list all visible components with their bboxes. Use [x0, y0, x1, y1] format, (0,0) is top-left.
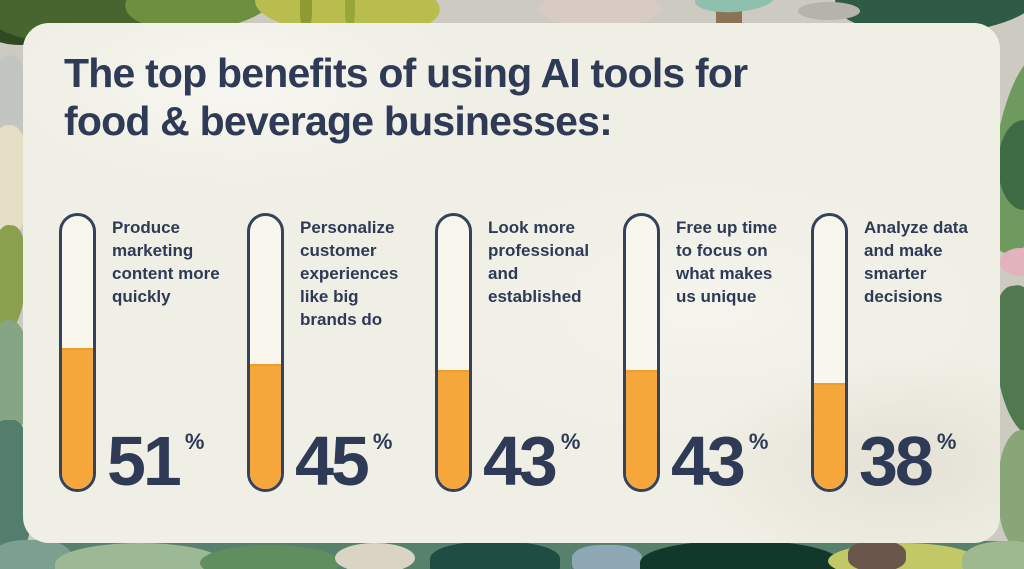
benefit-value-number: 43	[671, 422, 746, 500]
benefit-label: Look more professional and established	[488, 218, 590, 306]
percent-sign: %	[184, 429, 205, 454]
percent-sign: %	[936, 429, 957, 454]
percent-sign: %	[748, 429, 769, 454]
thermometer-tube	[811, 213, 848, 492]
benefit-value: 45%	[295, 426, 392, 496]
benefit-value-number: 38	[859, 422, 934, 500]
infographic-card: The top benefits of using AI tools for f…	[23, 23, 1000, 543]
thermometer-tube	[623, 213, 660, 492]
leaf-stripe	[300, 0, 312, 30]
gauge-row: Produce marketing content more quickly 5…	[59, 213, 999, 503]
benefit-gauge: Produce marketing content more quickly 5…	[59, 213, 247, 503]
benefit-label: Free up time to focus on what makes us u…	[676, 218, 778, 306]
thermometer-tube	[59, 213, 96, 492]
thermometer-fill	[438, 369, 469, 489]
thermometer-fill	[626, 369, 657, 489]
percent-sign: %	[372, 429, 393, 454]
benefit-gauge: Free up time to focus on what makes us u…	[623, 213, 811, 503]
benefit-label: Produce marketing content more quickly	[112, 218, 220, 306]
benefit-label: Analyze data and make smarter decisions	[864, 218, 968, 306]
thermometer-fill	[62, 347, 93, 489]
title-line-2: food & beverage businesses:	[64, 98, 613, 144]
benefit-value: 43%	[483, 426, 580, 496]
benefit-value-number: 43	[483, 422, 558, 500]
thermometer-fill	[250, 364, 281, 489]
benefit-value-number: 45	[295, 422, 370, 500]
leaf-stripe	[345, 0, 355, 28]
benefit-label: Personalize customer experiences like bi…	[300, 218, 399, 329]
benefit-gauge: Personalize customer experiences like bi…	[247, 213, 435, 503]
benefit-gauge: Analyze data and make smarter decisions …	[811, 213, 999, 503]
title-line-1: The top benefits of using AI tools for	[64, 50, 748, 96]
leaf-shape-bottom	[640, 541, 840, 569]
leaf-shape-bottom	[848, 541, 906, 569]
leaf-shape-bottom	[335, 543, 415, 569]
thermometer-tube	[435, 213, 472, 492]
plant-stem-gray	[798, 2, 860, 20]
benefit-value: 43%	[671, 426, 768, 496]
benefit-gauge: Look more professional and established 4…	[435, 213, 623, 503]
benefit-value: 38%	[859, 426, 956, 496]
leaf-shape-bottom	[572, 545, 642, 569]
percent-sign: %	[560, 429, 581, 454]
leaf-shape-right	[998, 430, 1024, 550]
benefit-value: 51%	[107, 426, 204, 496]
leaf-shape-bottom	[200, 545, 340, 569]
page-title: The top benefits of using AI tools for f…	[64, 49, 748, 145]
thermometer-fill	[814, 383, 845, 489]
thermometer-tube	[247, 213, 284, 492]
benefit-value-number: 51	[107, 422, 182, 500]
blossom-shape-pink	[1000, 248, 1024, 276]
leaf-shape-bottom	[430, 542, 560, 569]
